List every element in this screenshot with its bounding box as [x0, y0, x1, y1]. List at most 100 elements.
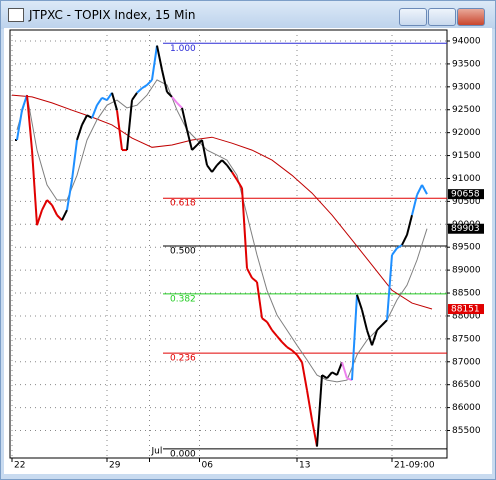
price-segment: [311, 419, 318, 447]
price-segment: [211, 164, 218, 173]
price-segment: [76, 124, 83, 141]
price-segment: [16, 110, 23, 141]
price-segment: [126, 100, 133, 151]
price-segment: [386, 254, 393, 321]
price-segment: [366, 329, 373, 346]
close-button[interactable]: [457, 8, 485, 26]
price-segment: [161, 69, 168, 93]
chart-background: [4, 28, 492, 474]
price-segment: [286, 346, 293, 352]
y-tick-label: 91000: [452, 174, 481, 184]
price-segment: [61, 209, 68, 221]
price-segment: [101, 96, 108, 102]
price-segment: [51, 204, 58, 216]
price-segment: [201, 139, 208, 166]
price-segment: [226, 164, 233, 173]
fib-label: 0.382: [170, 294, 196, 304]
price-segment: [216, 159, 223, 166]
minimize-button[interactable]: [399, 8, 427, 26]
price-segment: [191, 144, 198, 151]
ma_slow-line: [11, 94, 433, 310]
price-segment: [151, 45, 158, 81]
price-segment: [361, 309, 368, 331]
price-segment: [71, 139, 78, 180]
y-tick-label: 87000: [452, 357, 481, 367]
price-segment: [36, 209, 43, 226]
ma_fast-line: [16, 79, 428, 383]
maximize-button[interactable]: [428, 8, 456, 26]
y-tick-label: 85500: [452, 426, 481, 436]
price-segment: [46, 199, 53, 206]
last-value-box: [448, 189, 484, 200]
price-segment: [31, 149, 38, 226]
y-tick-label: 94000: [452, 36, 481, 46]
price-segment: [106, 92, 113, 101]
price-segment: [321, 374, 328, 380]
price-segment: [316, 374, 323, 447]
price-segment: [141, 84, 148, 90]
price-segment: [376, 324, 383, 331]
price-segment: [356, 294, 363, 311]
price-segment: [116, 110, 123, 151]
y-tick-label: 87500: [452, 334, 481, 344]
price-segment: [411, 194, 418, 216]
x-tick-label: 29: [109, 461, 121, 471]
price-segment: [416, 184, 423, 196]
last-value-box: [448, 223, 484, 234]
fib-label: 0.000: [170, 449, 196, 459]
price-segment: [221, 159, 228, 166]
y-tick-label: 93000: [452, 82, 481, 92]
price-segment: [176, 102, 183, 109]
price-segment: [276, 335, 283, 343]
fib-label: 0.618: [170, 199, 196, 209]
price-segment: [96, 97, 103, 106]
price-segment: [296, 354, 303, 363]
price-segment: [166, 91, 173, 98]
price-segment: [66, 179, 73, 211]
y-tick-label: 88000: [452, 311, 481, 321]
fib-label: 1.000: [170, 44, 196, 54]
title-bar: JTPXC - TOPIX Index, 15 Min: [1, 1, 495, 29]
y-tick-label: 91500: [452, 151, 481, 161]
price-segment: [206, 164, 213, 173]
price-segment: [406, 214, 413, 236]
price-segment: [131, 92, 138, 101]
y-tick-label: 89000: [452, 266, 481, 276]
chart: 94000 93500 93000 92500 92000 91500 91000 90500…: [4, 28, 492, 474]
price-segment: [56, 214, 63, 221]
price-segment: [236, 179, 243, 189]
fib-label: 0.500: [170, 247, 196, 257]
window-icon: [8, 8, 24, 22]
price-segment: [21, 94, 28, 111]
y-tick-label: 92500: [452, 105, 481, 115]
price-segment: [171, 96, 178, 104]
x-tick-label: 21-09:00: [394, 461, 435, 471]
fib-label: 0.236: [170, 354, 196, 364]
y-tick-label: 86500: [452, 380, 481, 390]
y-tick-label: 92000: [452, 128, 481, 138]
last-value-label: 90658: [451, 190, 480, 200]
y-tick-label: 88500: [452, 289, 481, 299]
plot-frame: [9, 29, 448, 459]
price-segment: [381, 319, 388, 326]
last-value-label: 89903: [451, 224, 480, 234]
price-segment: [241, 188, 248, 269]
last-value-box: [448, 304, 484, 315]
price-segment: [181, 107, 188, 131]
price-segment: [351, 294, 358, 381]
price-segment: [111, 92, 118, 111]
price-segment: [261, 317, 268, 323]
y-tick-label: 93500: [452, 59, 481, 69]
price-segment: [146, 79, 153, 86]
x-tick-label: Jul: [151, 447, 163, 457]
price-segment: [391, 247, 398, 256]
price-segment: [301, 362, 308, 391]
x-tick-label: 13: [299, 461, 310, 471]
price-segment: [266, 321, 273, 331]
price-segment: [156, 45, 163, 71]
y-tick-label: 89500: [452, 243, 481, 253]
price-segment: [81, 114, 88, 126]
y-tick-label: 86000: [452, 403, 481, 413]
price-segment: [256, 281, 263, 319]
price-segment: [336, 361, 343, 376]
